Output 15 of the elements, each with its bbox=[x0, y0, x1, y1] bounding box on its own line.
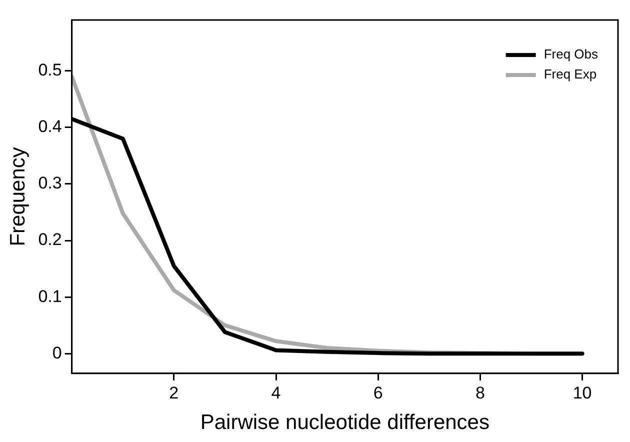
y-axis-title: Frequency bbox=[6, 146, 30, 246]
x-tick-label: 10 bbox=[572, 383, 592, 402]
y-tick-label: 0.2 bbox=[38, 230, 62, 250]
x-tick-label: 8 bbox=[475, 383, 485, 402]
legend-label: Freq Exp bbox=[544, 66, 597, 82]
y-tick-label: 0.1 bbox=[38, 286, 62, 306]
x-tick-label: 4 bbox=[271, 383, 281, 402]
x-tick-label: 6 bbox=[373, 383, 383, 402]
x-axis-title: Pairwise nucleotide differences bbox=[200, 411, 490, 434]
legend-label: Freq Obs bbox=[544, 46, 598, 62]
y-tick-label: 0.5 bbox=[38, 60, 62, 80]
y-tick-label: 0 bbox=[52, 343, 62, 362]
x-tick-label: 2 bbox=[169, 383, 179, 402]
y-tick-label: 0.3 bbox=[38, 174, 62, 193]
y-tick-label: 0.4 bbox=[38, 117, 62, 136]
